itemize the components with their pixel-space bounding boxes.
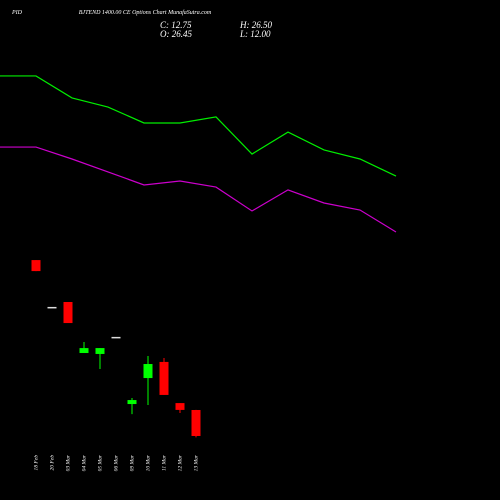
ohlc-high: H: 26.50 [239,20,272,30]
candle-body [95,348,105,354]
symbol: PID [11,10,23,16]
x-tick-label: 06 Mar [114,454,120,471]
ohlc-open: O: 26.45 [160,29,192,39]
candle-body [79,348,89,354]
ohlc-close: C: 12.75 [160,20,192,30]
candle-body [175,403,185,410]
candle-body [31,260,41,272]
x-tick-label: 20 Feb [50,455,56,471]
x-tick-label: 05 Mar [98,454,104,471]
x-tick-label: 04 Mar [81,454,88,471]
candle-body [47,306,57,309]
candle-body [143,364,153,379]
candle-body [191,410,201,436]
x-tick-label: 03 Mar [66,454,72,471]
x-tick-label: 12 Mar [178,454,184,471]
chart-title: BJTEND 1400.00 CE Options Chart MunafaSu… [79,9,212,16]
candle-body [111,336,121,339]
x-tick-label: 09 Mar [130,454,136,471]
x-tick-label: 10 Mar [146,454,152,471]
x-tick-label: 11 Mar [162,454,168,471]
candle-body [159,361,169,395]
indicator-line [0,75,397,177]
x-tick-label: 13 Mar [194,454,200,471]
ohlc-low: L: 12.00 [239,29,271,39]
candle-body [127,400,137,405]
indicator-line [0,146,397,233]
candle-body [63,302,73,324]
x-tick-label: 18 Feb [34,455,40,471]
